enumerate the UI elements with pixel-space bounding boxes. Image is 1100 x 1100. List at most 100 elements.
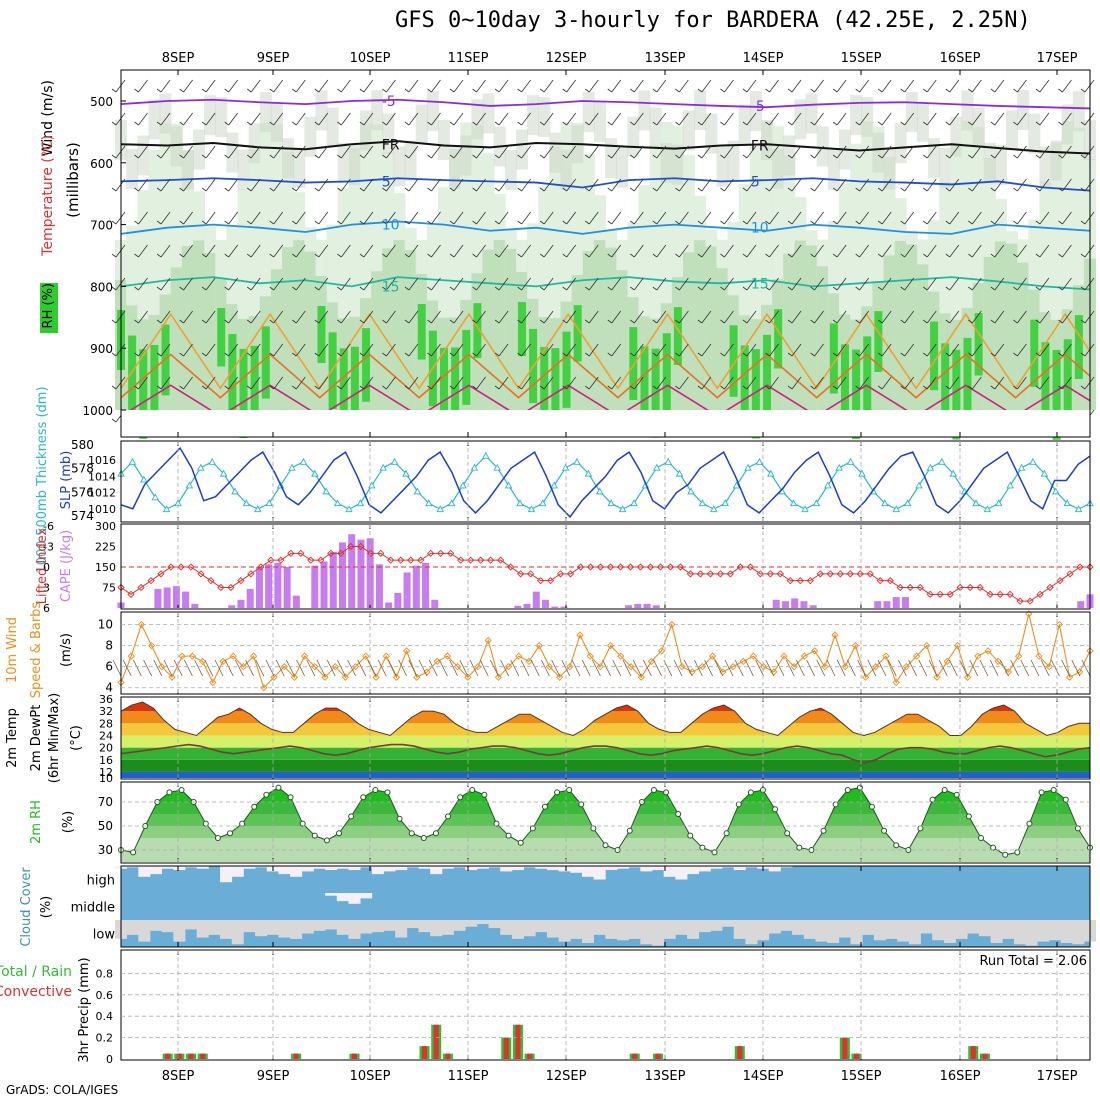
wind-barb <box>269 352 274 357</box>
thickness-line-point <box>949 469 957 477</box>
wind-speed-line-point <box>1055 620 1064 629</box>
wind-barb <box>562 220 567 225</box>
wind-barb <box>746 79 757 93</box>
cloud-clear-low <box>815 920 828 942</box>
wind-barb <box>427 220 432 225</box>
rh-shade-high <box>963 337 972 419</box>
cape-bar <box>163 587 171 608</box>
cloud-clear-high <box>441 866 454 869</box>
wind-barb <box>697 352 703 357</box>
cloud-layer-label-high: high <box>87 874 115 889</box>
rh-shade-high <box>662 333 671 411</box>
wind-barb <box>652 319 658 324</box>
rh-shade-upper <box>638 90 651 131</box>
wind-barb <box>787 319 793 324</box>
wind-barb <box>382 319 387 324</box>
wind-barb <box>877 352 883 357</box>
surface-wind-barb <box>235 659 244 677</box>
surface-wind-barb <box>510 659 520 677</box>
rh-shade-light <box>248 148 261 410</box>
temp-contour <box>120 276 1091 291</box>
wind-barb <box>539 253 545 258</box>
surface-wind-barb <box>194 659 203 677</box>
wind-barb <box>814 376 824 390</box>
rh-shade-upper <box>738 104 751 145</box>
wind-barb <box>494 121 500 126</box>
thickness-line-point <box>470 463 479 471</box>
surface-wind-barb <box>816 659 826 677</box>
wind-barb <box>1080 187 1086 192</box>
wind-barb <box>633 178 644 192</box>
wind-barb <box>990 220 996 225</box>
wind-barb <box>832 220 838 225</box>
cape-bar <box>874 601 882 608</box>
wind-barb <box>904 277 915 291</box>
wind-barb <box>769 376 779 390</box>
wind-barb <box>269 286 274 291</box>
rh-line-point <box>505 832 512 839</box>
wind-barb <box>724 211 734 225</box>
wind-barb <box>539 154 545 159</box>
wind-barb <box>584 121 590 126</box>
wind-barb <box>205 343 216 357</box>
cape-bar <box>652 605 660 608</box>
surface-wind-barb <box>1061 659 1070 677</box>
wind-barb <box>787 352 793 357</box>
wind-barb <box>697 385 703 390</box>
wind-speed-line-point <box>555 673 564 681</box>
wind-barb <box>494 253 500 258</box>
wind-axis-label-line2: Speed & Barbs <box>29 602 44 699</box>
surface-wind-barb <box>643 659 652 677</box>
wind-barb <box>1080 154 1086 159</box>
wind-barb <box>453 244 464 258</box>
thickness-line-point <box>140 475 148 483</box>
wind-barb <box>337 121 342 126</box>
rh-shade-high <box>874 311 883 372</box>
wind-barb <box>724 244 734 258</box>
cloud-clear-low <box>138 920 151 942</box>
lifted-index-line-point <box>736 563 744 571</box>
rh-shade-upper <box>415 104 428 145</box>
wind-barb <box>697 319 703 324</box>
wind-speed-line-point <box>606 641 615 650</box>
wind-barb <box>1058 121 1063 126</box>
rh-line-point <box>772 806 779 813</box>
wind-barb <box>701 310 712 324</box>
wind-barb <box>453 310 464 324</box>
rh-shade-upper <box>215 97 228 138</box>
rh-line-point <box>578 801 585 808</box>
cloud-clear-low <box>780 920 793 931</box>
wind-barb <box>701 211 712 225</box>
wind-barb <box>746 343 757 357</box>
cloud-clear-low <box>290 920 303 939</box>
wind-barb <box>517 154 522 159</box>
surface-wind-barb <box>724 659 734 677</box>
cloud-layer-label-middle: middle <box>71 901 115 916</box>
rh-shade-upper <box>482 93 495 134</box>
wind-barb <box>697 154 703 159</box>
wind-barb <box>246 319 252 324</box>
wind-barb <box>539 88 545 93</box>
surface-wind-barb <box>275 659 285 677</box>
wind-barb <box>179 286 184 291</box>
rh-shade-mid <box>716 268 729 410</box>
cloud-clear-low <box>990 920 1003 943</box>
wind-barb <box>1058 154 1063 159</box>
lifted-index-line-point <box>317 556 325 564</box>
wind-barb <box>138 310 148 324</box>
precip-tick-label: 0.2 <box>96 1032 114 1045</box>
wind-speed-line-point <box>127 652 135 660</box>
surface-wind-barb <box>653 659 662 677</box>
wind-tick-label: 4 <box>105 681 113 695</box>
rh-line-point <box>711 849 718 856</box>
wind-barb <box>787 286 793 291</box>
rh-line-point <box>541 803 548 810</box>
thickness-line-point <box>584 469 593 477</box>
wind-barb <box>472 352 477 357</box>
surface-wind-barb <box>806 659 815 677</box>
wind-barb <box>588 343 599 357</box>
cloud-clear-high <box>220 866 233 883</box>
rh-shade-high <box>139 349 148 439</box>
wind-barb <box>814 277 824 291</box>
rh-shade-mid <box>883 255 896 410</box>
